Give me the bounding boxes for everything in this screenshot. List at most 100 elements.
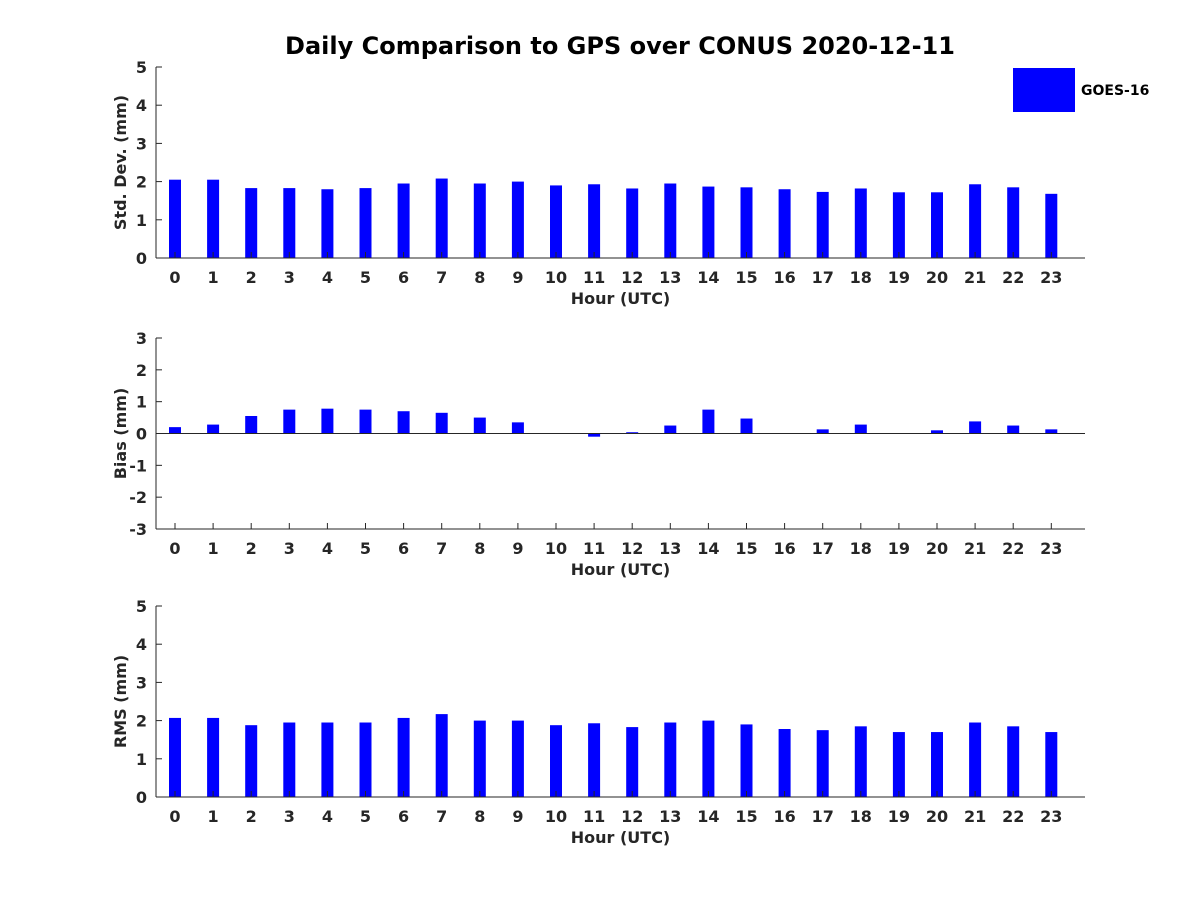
bar [740, 418, 753, 434]
x-tick-label: 16 [773, 539, 795, 558]
x-tick-label: 10 [545, 539, 567, 558]
legend: GOES-16 [1013, 68, 1149, 112]
x-tick-label: 6 [398, 539, 409, 558]
x-tick-label: 13 [659, 539, 681, 558]
x-tick-label: 19 [888, 268, 910, 287]
bar [854, 188, 867, 258]
y-axis-label: Std. Dev. (mm) [111, 95, 130, 230]
bar [550, 185, 562, 258]
bar [1007, 726, 1020, 797]
x-tick-label: 2 [246, 539, 257, 558]
y-tick-label: -3 [129, 520, 147, 539]
bar [169, 717, 181, 797]
x-tick-label: 3 [284, 807, 295, 826]
bar [283, 188, 296, 258]
x-tick-label: 16 [773, 268, 795, 287]
x-tick-label: 5 [360, 268, 371, 287]
bar [550, 725, 562, 797]
bar [664, 425, 677, 434]
bar [435, 178, 448, 258]
x-tick-label: 23 [1040, 268, 1062, 287]
bar [1007, 425, 1020, 434]
x-tick-label: 14 [697, 268, 719, 287]
y-tick-label: -1 [129, 456, 147, 475]
bar [397, 717, 410, 797]
x-tick-label: 17 [812, 807, 834, 826]
bar [778, 189, 791, 258]
x-tick-label: 16 [773, 807, 795, 826]
x-tick-label: 4 [322, 539, 333, 558]
bar [473, 183, 486, 258]
x-tick-label: 9 [512, 539, 523, 558]
bar [892, 192, 905, 258]
bar [588, 433, 601, 437]
x-tick-label: 12 [621, 807, 643, 826]
chart-title: Daily Comparison to GPS over CONUS 2020-… [285, 32, 955, 60]
x-tick-label: 0 [169, 539, 180, 558]
bar [321, 189, 334, 258]
x-tick-label: 8 [474, 807, 485, 826]
bar [245, 725, 258, 797]
bar [283, 722, 296, 797]
legend-label: GOES-16 [1081, 83, 1149, 99]
bar [169, 179, 181, 258]
bar [588, 184, 601, 258]
x-tick-label: 9 [512, 268, 523, 287]
bar [740, 187, 753, 258]
x-tick-label: 7 [436, 268, 447, 287]
y-tick-label: 2 [136, 361, 147, 380]
x-tick-label: 0 [169, 268, 180, 287]
bar [854, 424, 867, 434]
y-tick-label: 3 [136, 134, 147, 153]
bar [1045, 732, 1058, 797]
x-tick-label: 5 [360, 539, 371, 558]
bar [207, 179, 220, 258]
bar [931, 732, 943, 797]
x-tick-label: 7 [436, 807, 447, 826]
bar [435, 412, 448, 434]
y-tick-label: 0 [136, 788, 147, 807]
x-tick-label: 5 [360, 807, 371, 826]
y-tick-label: 0 [136, 425, 147, 444]
y-axis-label: RMS (mm) [111, 655, 130, 748]
bar [702, 186, 715, 258]
y-tick-label: -2 [129, 488, 147, 507]
x-tick-label: 13 [659, 268, 681, 287]
x-tick-label: 8 [474, 539, 485, 558]
x-tick-label: 7 [436, 539, 447, 558]
x-tick-label: 10 [545, 807, 567, 826]
x-tick-label: 2 [246, 268, 257, 287]
x-axis-label: Hour (UTC) [571, 828, 671, 847]
x-tick-label: 22 [1002, 268, 1024, 287]
x-tick-label: 11 [583, 807, 605, 826]
x-tick-label: 3 [284, 268, 295, 287]
bar [359, 722, 372, 797]
x-tick-label: 20 [926, 807, 948, 826]
x-tick-label: 12 [621, 539, 643, 558]
x-tick-label: 17 [812, 268, 834, 287]
x-tick-label: 23 [1040, 539, 1062, 558]
x-tick-label: 4 [322, 807, 333, 826]
x-tick-label: 19 [888, 807, 910, 826]
bar [969, 421, 982, 434]
bar [1007, 187, 1020, 258]
y-tick-label: 0 [136, 249, 147, 268]
y-tick-label: 2 [136, 712, 147, 731]
x-tick-label: 11 [583, 268, 605, 287]
bar [892, 732, 905, 797]
x-tick-label: 14 [697, 539, 719, 558]
x-tick-label: 15 [735, 539, 757, 558]
x-tick-label: 6 [398, 807, 409, 826]
x-tick-label: 23 [1040, 807, 1062, 826]
x-tick-label: 2 [246, 807, 257, 826]
x-axis-label: Hour (UTC) [571, 289, 671, 308]
y-tick-label: 2 [136, 173, 147, 192]
bar [740, 724, 753, 797]
bar [816, 191, 829, 258]
bar [664, 722, 677, 797]
x-tick-label: 0 [169, 807, 180, 826]
bar [207, 424, 220, 434]
bar [588, 723, 601, 797]
